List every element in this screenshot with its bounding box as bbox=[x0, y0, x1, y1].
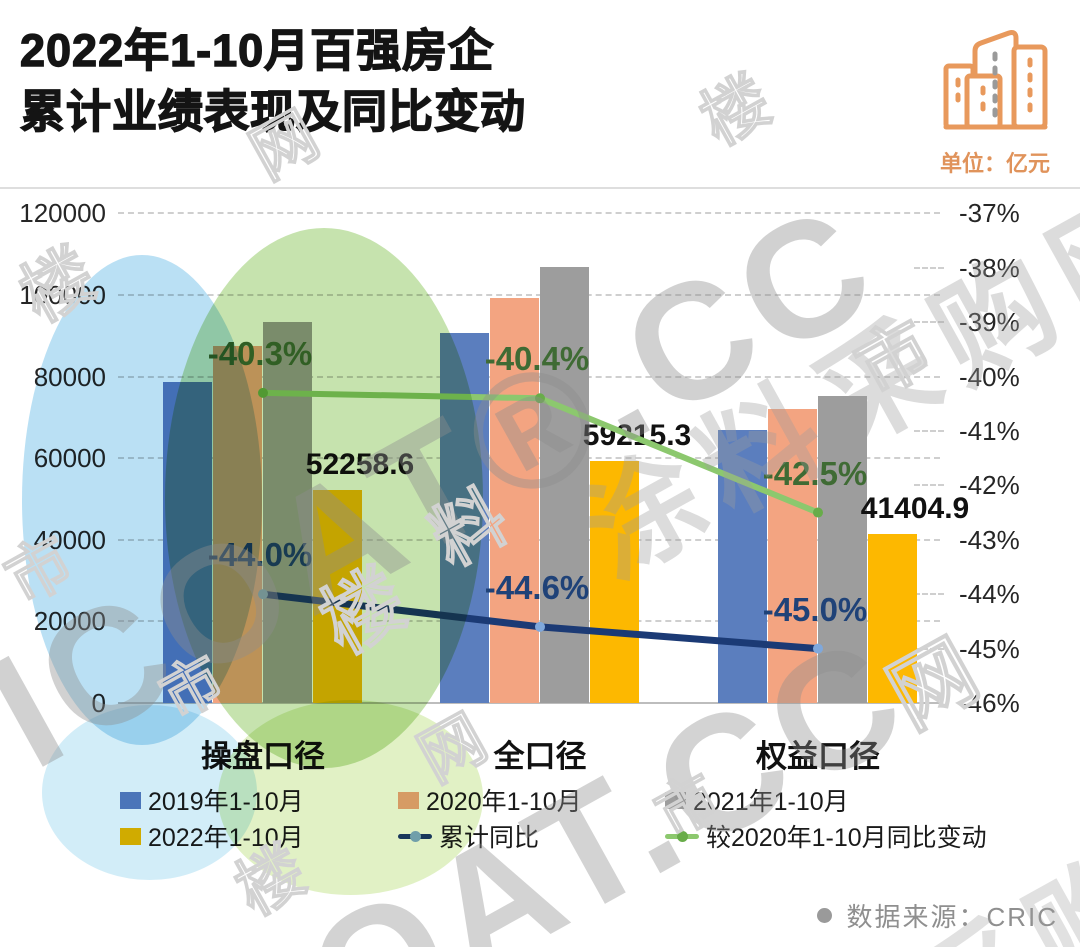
unit-label: 单位：亿元 bbox=[939, 151, 1050, 176]
legend-label: 2021年1-10月 bbox=[693, 788, 849, 816]
bar-series3-group1 bbox=[590, 461, 639, 703]
right-axis-tick bbox=[914, 321, 944, 324]
gridline-100000 bbox=[118, 293, 940, 296]
header-divider bbox=[0, 187, 1080, 189]
title-line-1: 2022年1-10月百强房企 bbox=[19, 24, 495, 76]
bar-series2-group2 bbox=[818, 395, 867, 703]
bar-series1-group2 bbox=[768, 409, 817, 703]
line-label: -44.6% bbox=[484, 568, 590, 606]
right-axis-tick bbox=[914, 484, 944, 487]
right-axis-tick-label: -44% bbox=[959, 579, 1020, 610]
right-axis-tick-label: -46% bbox=[959, 688, 1020, 718]
line-label: -40.3% bbox=[207, 334, 313, 372]
line-label: -45.0% bbox=[762, 590, 868, 628]
x-axis-category-label: 权益口径 bbox=[756, 739, 880, 774]
line-label: -44.0% bbox=[207, 536, 313, 574]
bullet-dot-icon bbox=[817, 908, 833, 923]
right-axis-tick bbox=[914, 593, 944, 596]
line-label: -42.5% bbox=[762, 454, 868, 492]
right-axis-tick-label: -38% bbox=[959, 252, 1020, 283]
data-source: 数据来源：CRIC bbox=[817, 897, 1058, 934]
right-axis-tick bbox=[914, 647, 944, 650]
line-marker bbox=[535, 393, 545, 404]
bar-value-label: 41404.9 bbox=[860, 492, 970, 526]
line-1 bbox=[260, 389, 821, 516]
legend-label: 较2020年1-10月同比变动 bbox=[706, 824, 987, 852]
building-icon bbox=[943, 30, 1048, 130]
right-axis-tick-label: -40% bbox=[959, 361, 1020, 392]
bar-series1-group1 bbox=[490, 297, 539, 703]
line-label: -40.4% bbox=[484, 340, 590, 378]
right-axis-tick-label: -43% bbox=[959, 524, 1020, 555]
right-axis-tick-label: -37% bbox=[959, 198, 1020, 229]
x-axis-category-label: 全口径 bbox=[493, 739, 587, 774]
page-title: 2022年1-10月百强房企 累计业绩表现及同比变动 bbox=[19, 20, 527, 142]
right-axis-tick-label: -39% bbox=[959, 307, 1020, 338]
line-marker bbox=[258, 589, 268, 600]
legend-item: 较2020年1-10月同比变动 bbox=[665, 824, 987, 852]
gridline-0 bbox=[118, 702, 940, 704]
right-axis-tick bbox=[914, 266, 944, 269]
line-marker bbox=[813, 507, 823, 518]
gridline-120000 bbox=[118, 212, 940, 215]
legend-swatch bbox=[665, 791, 686, 809]
legend-item: 2021年1-10月 bbox=[665, 788, 849, 816]
legend-line-swatch bbox=[665, 828, 699, 845]
right-axis-tick-label: -41% bbox=[959, 415, 1020, 446]
left-axis-tick-label: 120000 bbox=[19, 198, 106, 229]
right-axis-tick-label: -45% bbox=[959, 633, 1020, 664]
line-marker bbox=[813, 643, 823, 654]
bar-series3-group2 bbox=[868, 534, 917, 703]
line-marker bbox=[535, 621, 545, 632]
right-axis-tick-label: -42% bbox=[959, 470, 1020, 501]
data-source-label: 数据来源：CRIC bbox=[846, 902, 1058, 932]
x-axis-category-label: 操盘口径 bbox=[201, 739, 325, 774]
title-line-2: 累计业绩表现及同比变动 bbox=[19, 85, 527, 137]
line-marker bbox=[258, 387, 268, 398]
right-axis-tick bbox=[914, 429, 944, 432]
